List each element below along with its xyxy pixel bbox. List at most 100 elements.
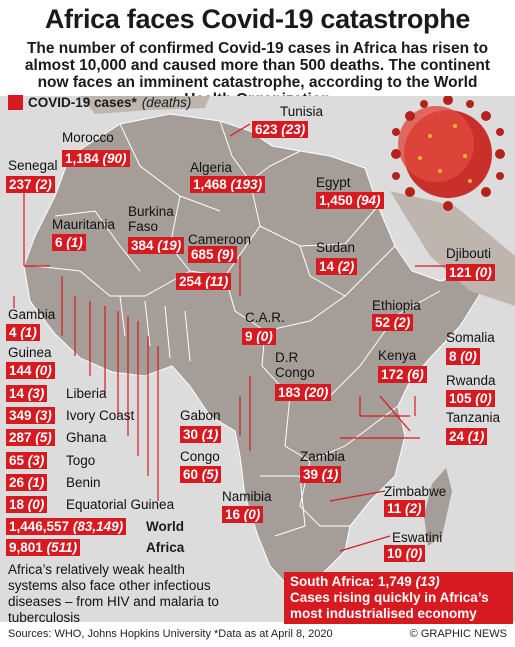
legend: COVID-19 cases* (deaths) [8, 95, 191, 110]
country-stat-egypt: 1,450 (94) [316, 192, 384, 209]
country-deaths: (9) [217, 247, 234, 262]
europe-landmass [80, 96, 210, 114]
legend-deaths-label: (deaths) [141, 95, 192, 110]
country-stat-senegal: 237 (2) [6, 176, 55, 193]
country-deaths: (11) [205, 274, 229, 289]
south-africa-deaths: (13) [415, 574, 440, 589]
footer-sources: Sources: WHO, Johns Hopkins University *… [8, 628, 333, 640]
country-deaths: (94) [356, 193, 381, 208]
country-deaths: (1) [27, 475, 45, 490]
country-label-gabon: Gabon [180, 408, 221, 423]
country-cases: 287 [9, 430, 36, 445]
country-deaths: (2) [393, 315, 411, 330]
country-stat-burkina-faso: 384 (19) [128, 237, 185, 254]
country-label-benin: Benin [66, 475, 101, 490]
country-cases: 14 [9, 386, 28, 401]
country-stat-liberia: 14 (3) [6, 385, 48, 402]
country-deaths: (5) [201, 467, 219, 482]
country-deaths: (3) [27, 386, 45, 401]
country-deaths: (3) [35, 408, 52, 423]
country-deaths: (20) [304, 385, 329, 400]
africa-deaths: (511) [46, 540, 78, 555]
country-cases: 121 [449, 265, 476, 280]
country-stat-gabon: 30 (1) [180, 426, 222, 443]
country-cases: 65 [9, 453, 28, 468]
country-cases: 9 [245, 329, 257, 344]
country-cases: 39 [303, 467, 322, 482]
country-label-ghana: Ghana [66, 430, 107, 445]
country-stat-somalia: 8 (0) [446, 348, 480, 365]
country-label-morocco: Morocco [62, 130, 114, 145]
country-label-egypt: Egypt [316, 175, 351, 190]
country-label-namibia: Namibia [222, 489, 272, 504]
country-label-burkina-faso: Burkina Faso [128, 204, 174, 234]
country-label-ivory-coast: Ivory Coast [66, 408, 135, 423]
country-label-sudan: Sudan [316, 240, 356, 255]
country-cases: 172 [381, 367, 408, 382]
world-label: World [146, 519, 184, 534]
country-deaths: (23) [281, 122, 306, 137]
country-deaths: (1) [20, 325, 37, 340]
country-stat-djibouti: 121 (0) [446, 264, 495, 281]
country-deaths: (1) [321, 467, 339, 482]
country-deaths: (0) [256, 329, 273, 344]
country-cases: 14 [319, 259, 338, 274]
country-stat-gambia: 4 (1) [6, 324, 40, 341]
country-deaths: (2) [405, 501, 422, 516]
country-label-senegal: Senegal [8, 158, 58, 173]
country-stat-algeria: 1,468 (193) [190, 176, 266, 193]
country-stat-rwanda: 105 (0) [446, 390, 495, 407]
country-cases: 105 [449, 391, 476, 406]
country-label-equatorial-guinea: Equatorial Guinea [66, 497, 175, 512]
country-deaths: (1) [66, 235, 83, 250]
country-cases: 183 [278, 385, 305, 400]
country-cases: 685 [191, 247, 218, 262]
country-cases: 6 [55, 235, 67, 250]
country-cases: 623 [255, 122, 282, 137]
world-cases: 1,446,557 [9, 519, 70, 534]
country-cases: 1,468 [193, 177, 231, 192]
country-stat-kenya: 172 (6) [378, 366, 427, 383]
country-cases: 4 [9, 325, 21, 340]
country-stat-sudan: 14 (2) [316, 258, 358, 275]
country-cases: 254 [179, 274, 206, 289]
south-africa-text: Cases rising quickly in Africa’s most in… [290, 590, 489, 621]
country-stat-mauritania: 6 (1) [52, 234, 86, 251]
country-stat-cameroon: 685 (9) [188, 246, 237, 263]
country-label-liberia: Liberia [66, 386, 107, 401]
country-deaths: (19) [157, 238, 182, 253]
country-cases: 26 [9, 475, 28, 490]
country-label-djibouti: Djibouti [446, 246, 492, 261]
country-stat-nigeria: 254 (11) [176, 273, 232, 290]
south-africa-label: South Africa: [290, 574, 375, 589]
country-deaths: (1) [467, 429, 485, 444]
country-stat-c-a-r: 9 (0) [242, 328, 276, 345]
south-africa-cases: 1,749 [378, 574, 412, 589]
country-cases: 18 [9, 497, 28, 512]
country-label-d-r-congo: D.R Congo [275, 350, 315, 380]
country-label-togo: Togo [66, 453, 96, 468]
south-africa-box: South Africa: 1,749 (13) Cases rising qu… [284, 572, 513, 624]
country-label-zambia: Zambia [300, 449, 346, 464]
country-stat-tunisia: 623 (23) [252, 121, 309, 138]
country-label-rwanda: Rwanda [446, 373, 496, 388]
country-stat-ivory-coast: 349 (3) [6, 407, 55, 424]
country-cases: 8 [449, 349, 461, 364]
country-deaths: (5) [35, 430, 52, 445]
country-cases: 1,450 [319, 193, 357, 208]
country-stat-zimbabwe: 11 (2) [384, 500, 425, 517]
country-deaths: (0) [243, 507, 261, 522]
country-stat-morocco: 1,184 (90) [62, 150, 130, 167]
country-stat-tanzania: 24 (1) [446, 428, 488, 445]
country-deaths: (0) [27, 497, 45, 512]
country-label-zimbabwe: Zimbabwe [384, 484, 447, 499]
country-stat-ethiopia: 52 (2) [372, 314, 414, 331]
country-label-guinea: Guinea [8, 345, 52, 360]
country-stat-zambia: 39 (1) [300, 466, 342, 483]
page-title: Africa faces Covid-19 catastrophe [44, 4, 471, 34]
country-label-somalia: Somalia [446, 330, 495, 345]
country-stat-d-r-congo: 183 (20) [275, 384, 332, 401]
country-deaths: (0) [475, 265, 492, 280]
africa-label: Africa [146, 540, 185, 555]
country-deaths: (0) [460, 349, 477, 364]
